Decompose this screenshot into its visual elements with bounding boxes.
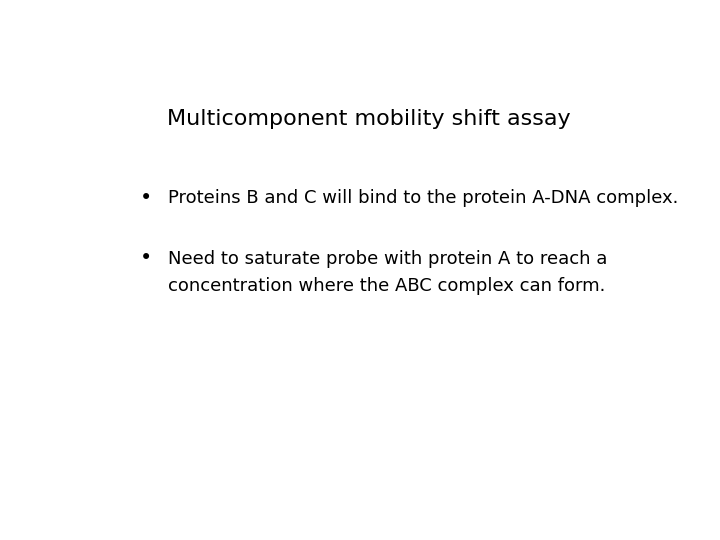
Text: Need to saturate probe with protein A to reach a
concentration where the ABC com: Need to saturate probe with protein A to… <box>168 251 608 295</box>
Text: •: • <box>140 188 152 208</box>
Text: Proteins B and C will bind to the protein A-DNA complex.: Proteins B and C will bind to the protei… <box>168 189 678 207</box>
Text: Multicomponent mobility shift assay: Multicomponent mobility shift assay <box>167 109 571 129</box>
Text: •: • <box>140 248 152 268</box>
